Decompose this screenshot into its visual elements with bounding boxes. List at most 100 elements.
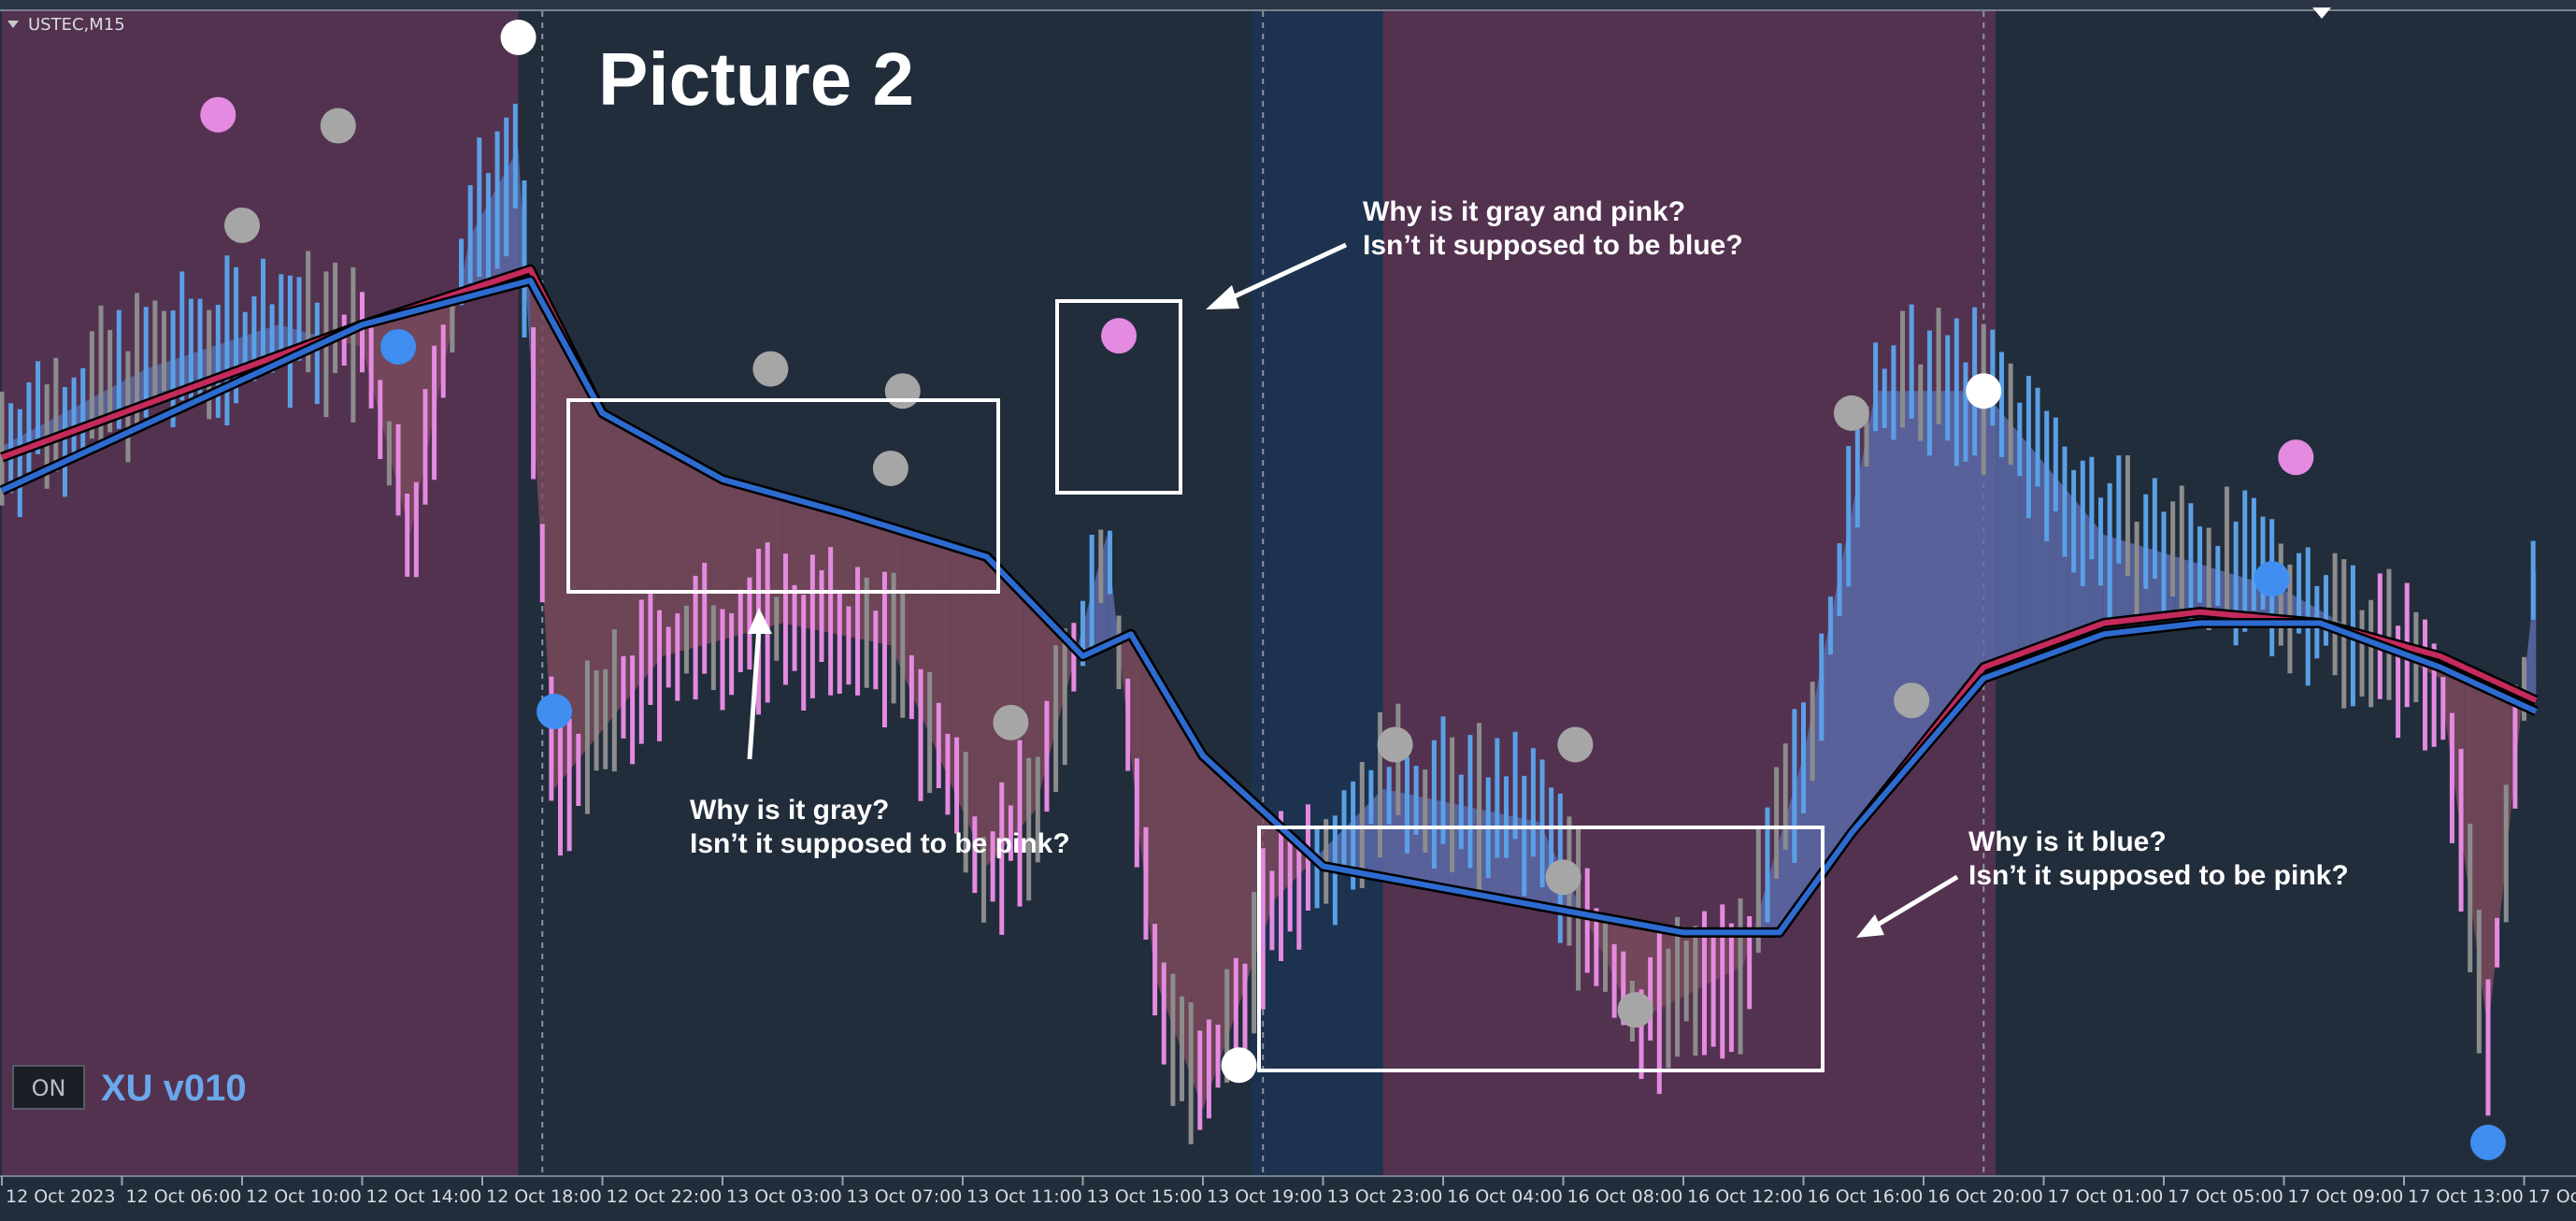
annotation-arrow-gray-pink — [1206, 242, 1348, 309]
annotation-arrow-blue — [1856, 874, 1959, 938]
bear-fill-segment — [723, 479, 735, 640]
time-tick-label: 16 Oct 12:00 — [1687, 1186, 1803, 1207]
bear-fill-segment — [1142, 654, 1155, 977]
annotation-text-blue-2: Isn’t it supposed to be pink? — [1968, 860, 2349, 891]
bull-fill-segment — [1959, 391, 1972, 697]
time-tick-label: 17 Oct — [2528, 1186, 2576, 1207]
moving-averages — [0, 264, 2539, 938]
signal-dot-gray — [1377, 726, 1413, 763]
indicator-toggle-button[interactable]: ON — [12, 1065, 85, 1110]
bull-fill-segment — [1863, 391, 1876, 818]
bear-fill-segment — [951, 545, 963, 812]
signal-dot-pink — [200, 96, 236, 133]
time-tick-label: 17 Oct 13:00 — [2408, 1186, 2524, 1207]
bull-fill-segment — [1851, 452, 1864, 834]
time-axis — [0, 1176, 2576, 1221]
bear-fill-segment — [986, 556, 999, 867]
bull-fill-segment — [1911, 391, 1924, 758]
shift-marker-icon[interactable] — [2312, 7, 2331, 19]
window-top-bar — [0, 0, 2576, 11]
time-axis-ticks: 12 Oct 2023 12 Oct 06:00 12 Oct 10:00 12 Oc… — [1, 1176, 2576, 1207]
signal-dots — [200, 20, 2506, 1160]
signal-dot-gray — [224, 207, 260, 243]
toggle-button-label: ON — [32, 1075, 66, 1101]
bear-fill-segment — [2464, 667, 2477, 944]
time-tick-label: 13 Oct 07:00 — [847, 1186, 963, 1207]
bear-fill-segment — [398, 309, 410, 535]
bull-fill-segment — [2007, 419, 2020, 659]
bear-fill-segment — [1154, 674, 1167, 1011]
time-tick-label: 13 Oct 19:00 — [1207, 1186, 1323, 1207]
bear-fill-segment — [602, 412, 615, 730]
bear-fill-segment — [698, 466, 711, 647]
time-tick-label: 12 Oct 14:00 — [366, 1186, 482, 1207]
signal-dot-pink — [1101, 318, 1138, 354]
time-tick-label: 16 Oct 16:00 — [1808, 1186, 1924, 1207]
bull-fill-segment — [1899, 391, 1912, 773]
bear-fill-segment — [1191, 735, 1203, 1110]
bear-fill-segment — [674, 452, 687, 654]
signal-dot-blue — [380, 328, 417, 365]
signal-dot-gray — [872, 450, 909, 486]
signal-dot-white — [1966, 373, 2002, 409]
annotation-box-blue — [1257, 826, 1825, 1072]
bull-fill-segment — [458, 236, 471, 296]
annotation-box-gray — [566, 398, 1000, 594]
annotation-text-gray-pink-1: Why is it gray and pink? — [1363, 196, 1685, 227]
triangle-down-icon[interactable] — [7, 21, 19, 28]
signal-dot-pink — [2278, 439, 2314, 476]
session-shading — [2, 11, 1996, 1176]
bear-fill-segment — [626, 426, 639, 701]
bull-fill-segment — [1526, 819, 1539, 907]
bear-fill-segment — [842, 512, 855, 639]
signal-dot-blue — [537, 694, 573, 730]
time-tick-label: 12 Oct 22:00 — [607, 1186, 723, 1207]
bull-fill-segment — [1839, 512, 1852, 850]
time-tick-label: 17 Oct 01:00 — [2048, 1186, 2164, 1207]
signal-dot-gray — [884, 373, 921, 409]
time-tick-label: 17 Oct 09:00 — [2288, 1186, 2404, 1207]
time-tick-label: 16 Oct 04:00 — [1447, 1186, 1563, 1207]
time-tick-label: 16 Oct 08:00 — [1567, 1186, 1683, 1207]
bear-fill-segment — [542, 293, 555, 789]
bull-fill-segment — [1996, 405, 2008, 664]
time-tick-label: 12 Oct 18:00 — [486, 1186, 602, 1207]
annotation-arrow-gray — [747, 608, 772, 760]
session-band-bear — [2, 11, 519, 1176]
bear-fill-segment — [554, 317, 566, 789]
signal-dot-gray — [993, 704, 1029, 740]
bear-fill-segment — [1166, 695, 1180, 1043]
time-tick-label: 12 Oct 2023 — [6, 1186, 115, 1207]
time-tick-label: 13 Oct 11:00 — [966, 1186, 1082, 1207]
bull-fill-segment — [1779, 797, 1792, 933]
bear-fill-segment — [1179, 714, 1192, 1077]
signal-dot-gray — [1557, 726, 1594, 763]
bear-fill-segment — [1203, 755, 1215, 1110]
bull-fill-segment — [1887, 391, 1900, 788]
bear-fill-segment — [914, 534, 927, 728]
bull-fill-segment — [1924, 391, 1936, 743]
signal-dot-gray — [1545, 859, 1581, 896]
symbol-label: USTEC,M15 — [28, 15, 125, 35]
signal-dot-white — [500, 20, 537, 55]
annotation-text-gray-1: Why is it gray? — [690, 795, 889, 826]
bull-fill-segment — [1382, 788, 1395, 880]
signal-dot-gray — [1894, 682, 1930, 719]
bear-fill-segment — [1130, 634, 1143, 867]
session-band-bull — [1251, 11, 1383, 1176]
signal-dot-white — [1221, 1047, 1257, 1084]
bull-fill-segment — [1815, 634, 1828, 883]
bear-fill-segment — [590, 389, 603, 745]
signal-dot-blue — [2469, 1125, 2506, 1160]
bear-fill-segment — [614, 419, 627, 715]
signal-dot-gray — [1617, 992, 1653, 1028]
bear-fill-segment — [1214, 767, 1227, 1075]
annotation-text-gray-2: Isn’t it supposed to be pink? — [690, 828, 1070, 859]
signal-dot-gray — [1833, 395, 1869, 431]
bear-fill-segment — [734, 482, 747, 637]
bear-fill-segment — [1023, 594, 1036, 826]
time-tick-label: 16 Oct 20:00 — [1927, 1186, 2043, 1207]
time-tick-label: 13 Oct 15:00 — [1087, 1186, 1203, 1207]
bull-fill-segment — [2031, 448, 2044, 650]
